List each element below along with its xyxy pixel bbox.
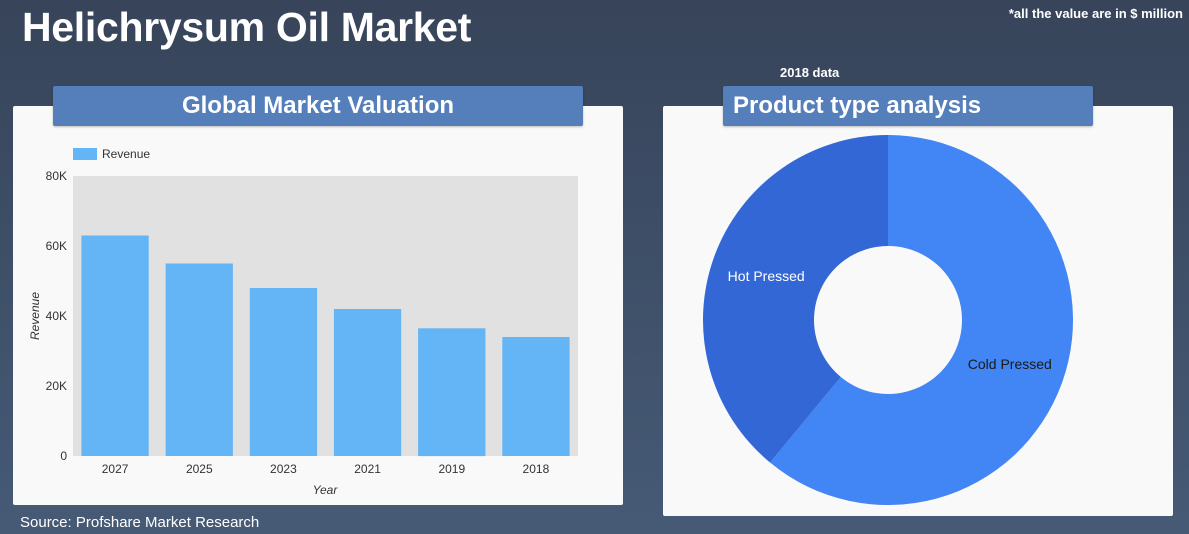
data-year-note: 2018 data [780,65,840,80]
y-tick-label: 40K [46,309,67,323]
bar-2023 [249,288,318,456]
x-axis-ticks: 2027 2025 2023 2021 2019 2018 [102,462,550,476]
y-axis-ticks: 0 20K 40K 60K 80K [46,169,68,463]
bar-legend: Revenue [73,147,150,161]
slice-cold-pressed [770,135,1073,505]
slice-label-cold-pressed: Cold Pressed [968,356,1052,372]
bar-2027 [81,235,149,456]
donut-labels: Cold Pressed Hot Pressed [728,268,1052,372]
donut-chart: Cold Pressed Hot Pressed [703,135,1073,505]
market-valuation-header: Global Market Valuation [53,86,583,126]
slice-label-hot-pressed: Hot Pressed [728,268,805,284]
x-tick-label: 2019 [438,462,465,476]
y-tick-label: 80K [46,169,67,183]
slice-hot-pressed [703,135,888,463]
source-note: Source: Profshare Market Research [20,514,260,531]
legend-swatch-revenue [73,148,97,160]
plot-area [73,176,578,456]
x-axis-label: Year [313,483,339,497]
legend-label-revenue: Revenue [102,147,150,161]
donut-slices [703,135,1073,505]
y-tick-label: 60K [46,239,67,253]
x-tick-label: 2021 [354,462,381,476]
x-tick-label: 2027 [102,462,129,476]
market-valuation-panel: Revenue 0 20K 40K 60K 80K 2027 2025 2023 2021 20… [13,106,623,505]
y-tick-label: 0 [60,449,67,463]
x-tick-label: 2025 [186,462,213,476]
bar-2019 [418,328,486,457]
y-tick-label: 20K [46,379,67,393]
units-note: *all the value are in $ million [1008,6,1183,21]
bar-2025 [165,263,233,456]
product-type-panel: Cold Pressed Hot Pressed [663,106,1173,516]
bar-2018 [502,337,570,456]
y-axis-label: Revenue [28,292,42,340]
bar-2021 [333,309,402,456]
x-tick-label: 2023 [270,462,297,476]
bar-series [81,235,570,457]
x-tick-label: 2018 [523,462,550,476]
product-type-header: Product type analysis [723,86,1093,126]
page-title: Helichrysum Oil Market [22,4,472,50]
